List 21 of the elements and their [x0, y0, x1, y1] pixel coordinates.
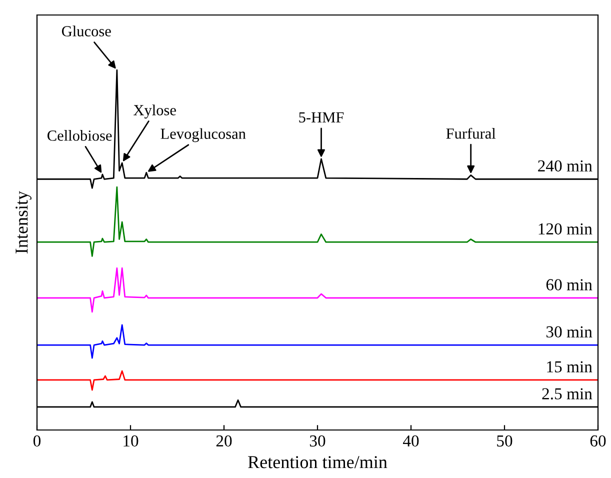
annotation: Furfural	[446, 128, 496, 139]
x-tick-label: 20	[216, 435, 232, 447]
series-label: 2.5 min	[542, 388, 592, 400]
series-label: 15 min	[547, 361, 592, 372]
annotation: Xylose	[134, 104, 176, 118]
series-label: 30 min	[546, 326, 592, 338]
x-axis-title: Retention time/min	[248, 456, 388, 468]
annotation: Glucose	[62, 26, 111, 36]
x-tick-label: 60	[590, 435, 606, 447]
series-label: 60 min	[546, 279, 592, 290]
annotation: 5-HMF	[299, 112, 344, 123]
y-axis-title: Intensity	[16, 190, 32, 254]
x-tick-label: 0	[33, 435, 41, 447]
x-tick-label: 10	[124, 435, 138, 447]
annotation: Cellobiose	[48, 130, 112, 141]
x-tick-label: 50	[497, 435, 512, 447]
series-label: 240 min	[538, 160, 592, 172]
x-tick-label: 40	[402, 435, 419, 447]
series-label: 120 min	[538, 223, 592, 235]
annotation: Levoglucosan	[160, 128, 246, 142]
x-tick-label: 30	[310, 435, 326, 447]
